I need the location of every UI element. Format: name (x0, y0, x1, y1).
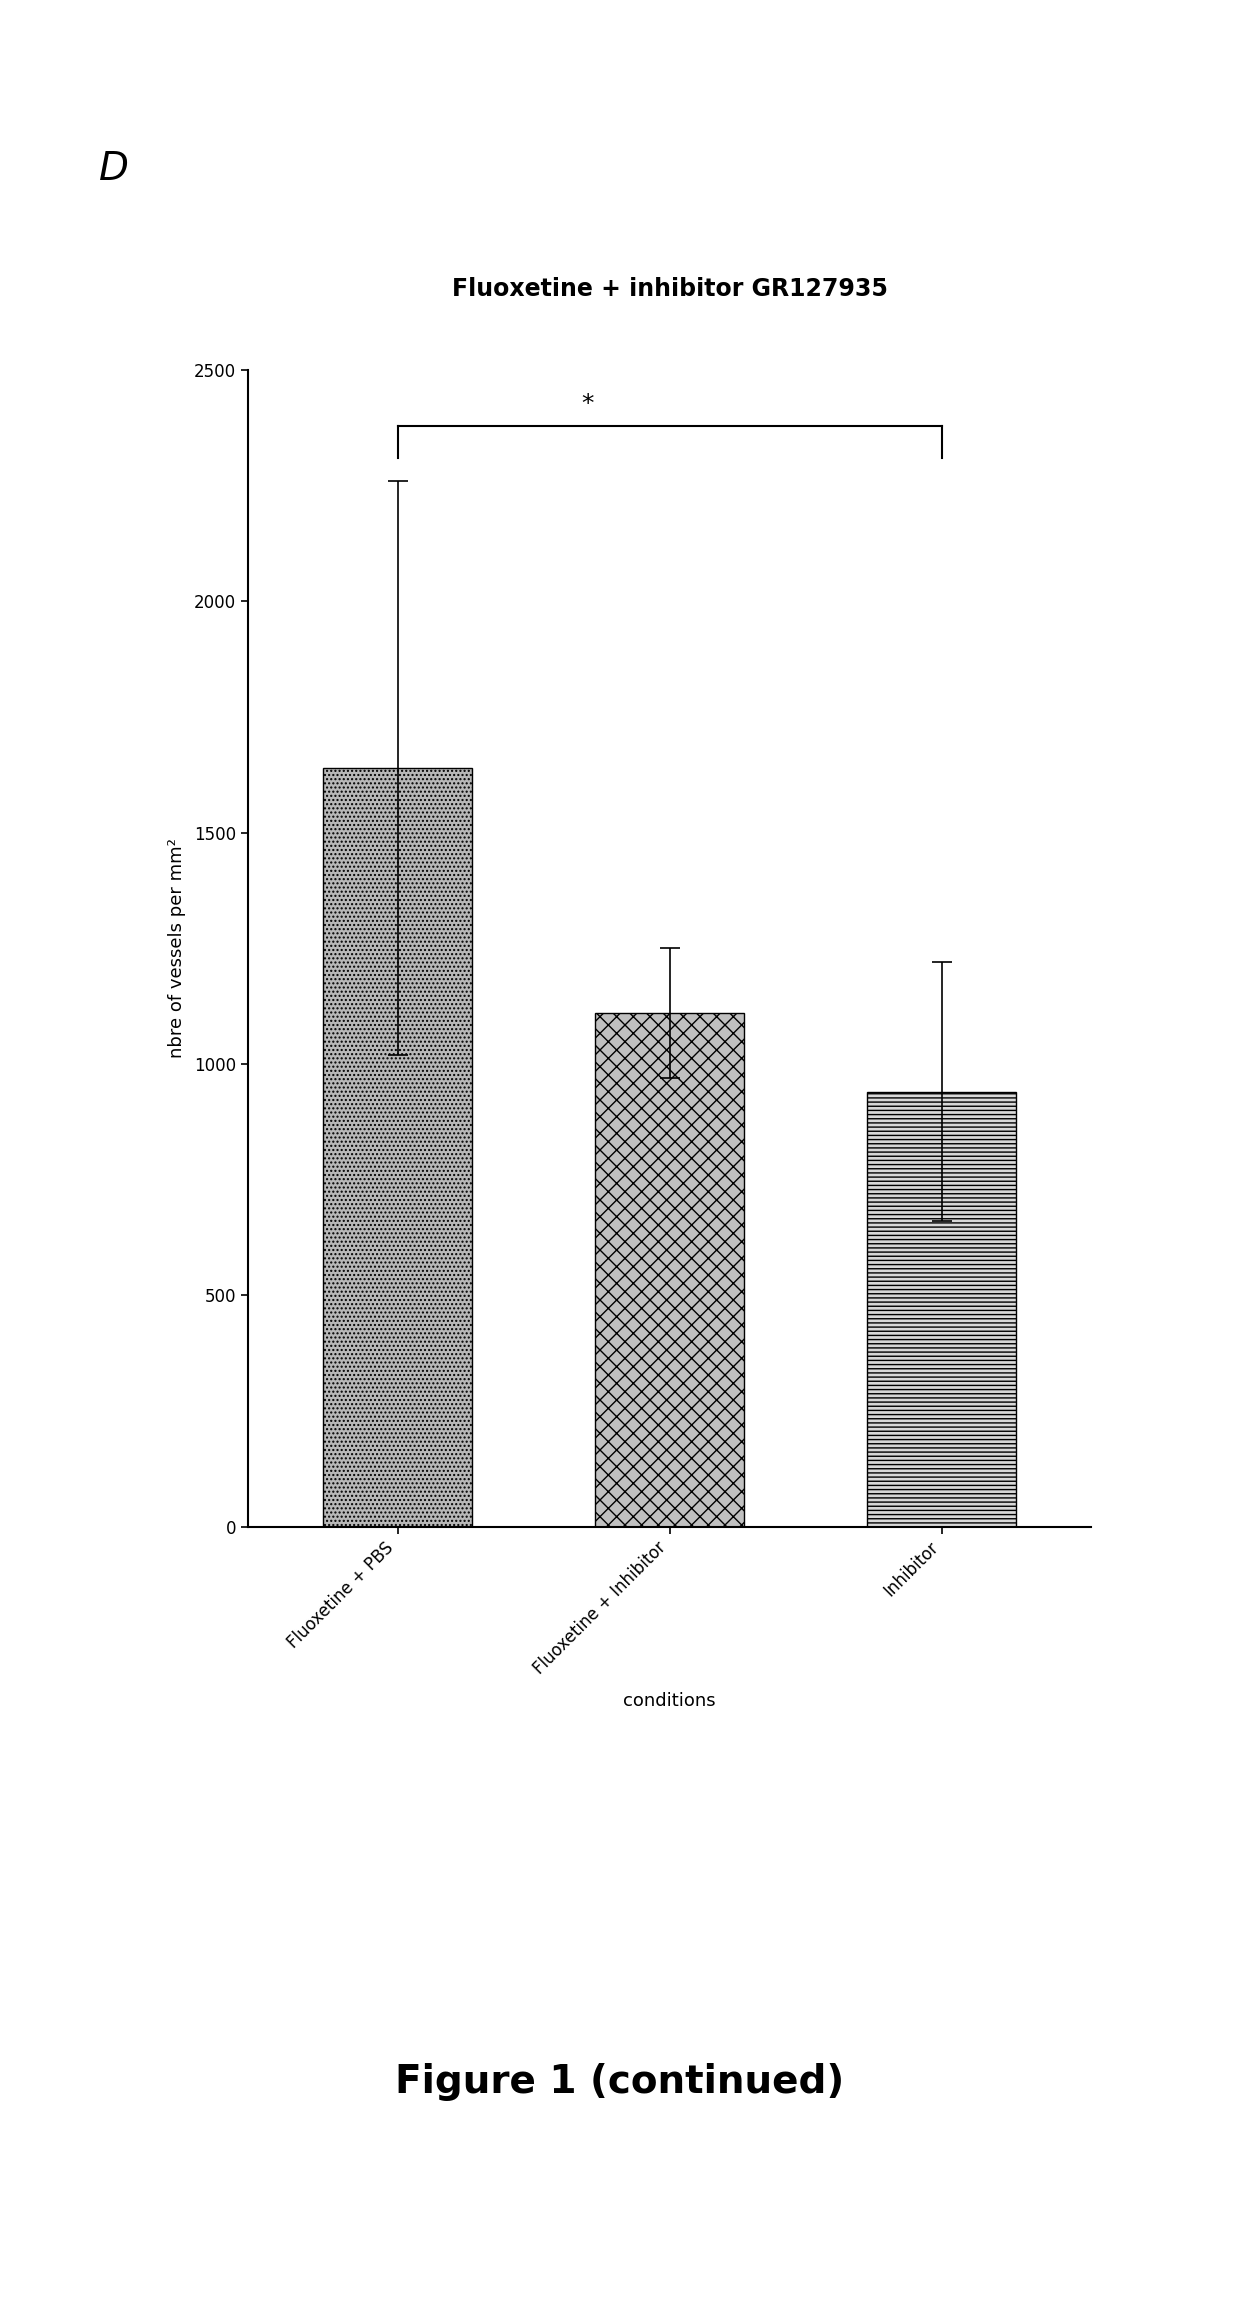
Text: *: * (582, 393, 594, 416)
Y-axis label: nbre of vessels per mm²: nbre of vessels per mm² (167, 837, 186, 1059)
X-axis label: conditions: conditions (624, 1691, 715, 1709)
Text: D: D (99, 150, 129, 187)
Bar (595, 1013, 744, 1527)
Bar (867, 1092, 1017, 1527)
Bar (322, 768, 472, 1527)
Text: Figure 1 (continued): Figure 1 (continued) (396, 2063, 844, 2100)
Text: Fluoxetine + inhibitor GR127935: Fluoxetine + inhibitor GR127935 (451, 278, 888, 301)
